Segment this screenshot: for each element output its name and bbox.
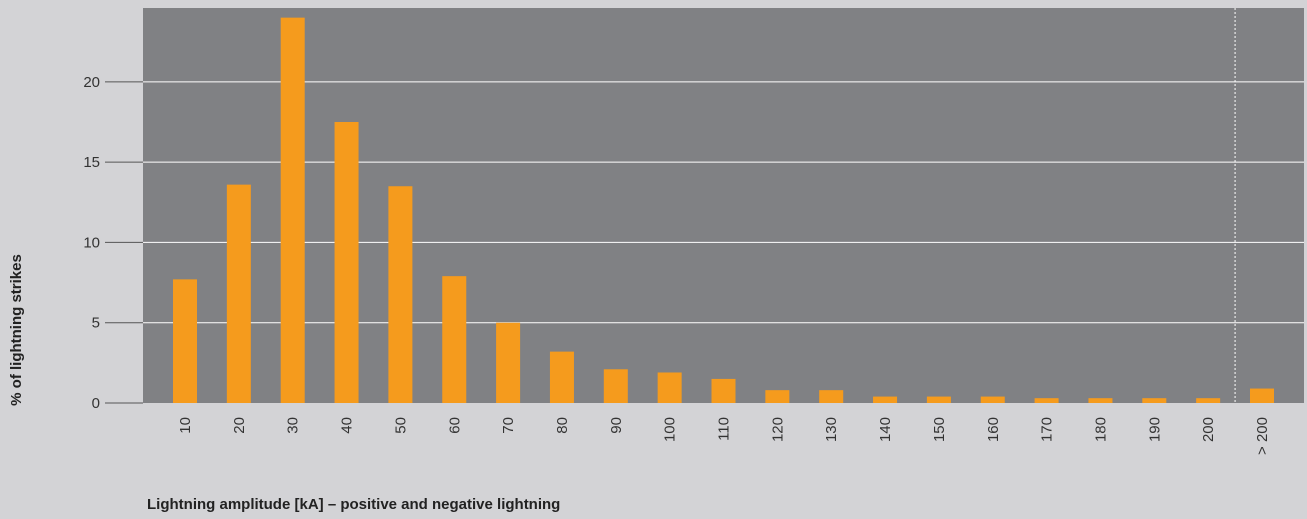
x-tick-label: 90: [608, 417, 625, 434]
x-tick-label: 50: [392, 417, 409, 434]
y-tick-label: 0: [92, 395, 100, 412]
y-tick-label: 10: [83, 234, 100, 251]
x-tick-label: 180: [1092, 417, 1109, 442]
bar-100: [657, 372, 682, 403]
x-axis-ticks: 10 20 30 40 50 60 70 80 90 100 110 120 130 140 150 160 1…: [177, 417, 1271, 455]
y-tick-label: 15: [83, 154, 100, 171]
x-tick-label: 200: [1200, 417, 1217, 442]
bar-50: [388, 186, 413, 403]
bar-190: [1142, 398, 1167, 403]
bar-70: [496, 322, 521, 403]
x-tick-label: 70: [500, 417, 517, 434]
x-tick-label: 10: [177, 417, 194, 434]
bar-160: [980, 396, 1005, 403]
x-tick-label: 170: [1039, 417, 1056, 442]
bar-90: [603, 369, 628, 403]
bar-80: [549, 351, 574, 403]
plot-area: [143, 8, 1304, 403]
y-axis-label: % of lightning strikes: [8, 254, 25, 406]
bar-180: [1088, 398, 1113, 403]
x-axis-label: Lightning amplitude [kA] – positive and …: [147, 496, 560, 513]
bar-40: [334, 122, 359, 404]
bar-200: [1250, 388, 1274, 403]
y-tick-label: 20: [83, 74, 100, 91]
bar-20: [226, 184, 251, 403]
x-tick-label: 80: [554, 417, 571, 434]
bar-140: [873, 396, 898, 403]
bar-120: [765, 390, 790, 403]
y-tick-label: 5: [92, 315, 100, 332]
bar-130: [819, 390, 844, 403]
x-tick-label: 160: [985, 417, 1002, 442]
bar-10: [173, 279, 197, 403]
x-tick-label: 60: [446, 417, 463, 434]
bar-150: [926, 396, 951, 403]
x-tick-label: > 200: [1254, 417, 1271, 455]
bar-170: [1034, 398, 1059, 403]
bar-200: [1196, 398, 1221, 403]
x-tick-label: 100: [662, 417, 679, 442]
x-tick-label: 110: [716, 417, 733, 441]
bar-60: [442, 276, 467, 403]
x-tick-label: 140: [877, 417, 894, 442]
bar-110: [711, 378, 736, 403]
x-tick-label: 190: [1146, 417, 1163, 442]
x-tick-label: 30: [285, 417, 302, 434]
x-tick-label: 150: [931, 417, 948, 442]
x-tick-label: 130: [823, 417, 840, 442]
bar-30: [280, 17, 305, 403]
bars: [173, 17, 1274, 404]
x-tick-label: 40: [339, 417, 356, 434]
x-tick-label: 20: [231, 417, 248, 434]
x-tick-label: 120: [769, 417, 786, 442]
y-axis-ticks: 0 5 10 15 20: [83, 74, 143, 412]
